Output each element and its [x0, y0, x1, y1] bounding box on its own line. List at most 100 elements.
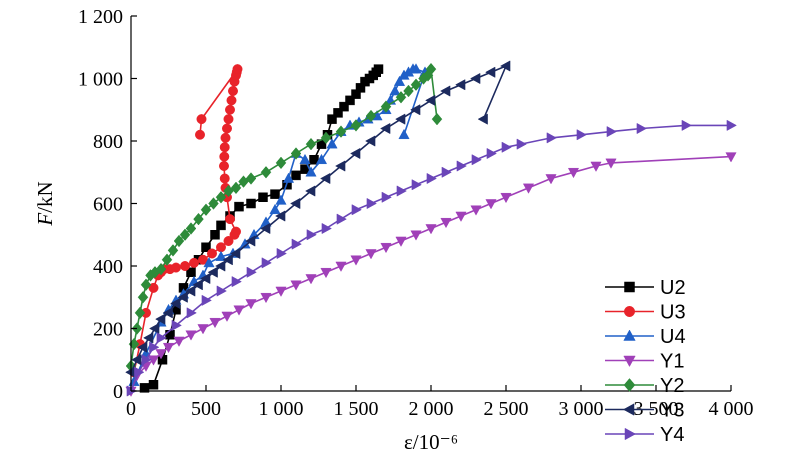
x-tick-label: 2 000: [409, 398, 454, 420]
y-axis-title: F/kN: [33, 181, 57, 226]
data-point-y3: [320, 172, 331, 185]
data-point-y4: [486, 147, 497, 160]
data-point-u3: [189, 257, 199, 268]
data-point-y1: [485, 199, 497, 210]
data-point-y1: [335, 261, 347, 272]
series-u3: [129, 64, 243, 378]
data-point-u2: [186, 267, 196, 277]
y-tick-label: 200: [93, 319, 123, 341]
legend-item-y4: Y4: [605, 424, 684, 446]
data-point-y4: [501, 141, 512, 153]
legend-marker-y2: [623, 378, 636, 392]
data-point-y1: [275, 286, 287, 297]
data-point-y2: [395, 91, 407, 104]
data-point-u3: [222, 123, 232, 134]
data-point-u2: [258, 192, 268, 202]
data-point-y1: [197, 324, 209, 335]
x-tick-label: 2 500: [484, 398, 529, 420]
data-point-y4: [381, 191, 392, 203]
data-point-y2: [410, 78, 422, 91]
data-point-y3: [170, 297, 181, 310]
legend-label-y2: Y2: [660, 375, 684, 397]
data-point-y4: [291, 238, 302, 250]
data-point-y4: [261, 257, 272, 269]
series-y1: [125, 152, 737, 397]
y-tick-label: 1 200: [78, 6, 123, 28]
y-tick-label: 800: [93, 131, 123, 153]
data-point-y4: [456, 160, 467, 172]
data-point-u3: [225, 104, 235, 115]
data-point-y1: [260, 292, 272, 304]
legend-item-y2: Y2: [605, 375, 684, 397]
data-point-u3: [180, 261, 190, 271]
legend-item-u4: U4: [605, 326, 686, 348]
data-point-y2: [161, 253, 173, 266]
data-point-y4: [441, 166, 452, 178]
data-point-u4: [326, 138, 338, 149]
data-point-y1: [155, 349, 167, 360]
y-axis-title-italic: F: [33, 213, 57, 227]
data-point-y3: [455, 79, 466, 91]
data-point-y4: [576, 129, 587, 141]
legend-label-y3: Y3: [660, 400, 684, 422]
x-tick-label: 1 500: [334, 398, 379, 420]
legend-label-y4: Y4: [660, 424, 684, 446]
data-point-y2: [431, 112, 443, 126]
data-point-y1: [162, 342, 175, 354]
data-point-y1: [522, 183, 535, 194]
data-point-u4: [282, 172, 295, 183]
data-point-y2: [403, 84, 414, 98]
data-point-u2: [291, 170, 301, 181]
data-point-y2: [275, 156, 287, 170]
data-point-y1: [365, 249, 377, 260]
data-point-y1: [590, 161, 602, 172]
data-point-y3: [177, 291, 188, 303]
data-point-y2: [155, 262, 167, 276]
data-point-y4: [516, 138, 527, 150]
data-point-y2: [365, 109, 377, 123]
data-point-y1: [545, 174, 557, 185]
data-point-u3: [223, 236, 234, 246]
data-point-y2: [179, 228, 191, 241]
ticks-layer: 0 500 1 000 1 500 2 000 2 500 3 000 3 500 4 000 0…: [78, 6, 754, 420]
data-point-y3: [305, 185, 316, 197]
data-point-u4: [315, 153, 328, 165]
data-point-y4: [276, 247, 287, 260]
data-point-y4: [156, 332, 167, 344]
data-point-y4: [306, 229, 317, 241]
data-point-y2: [208, 197, 219, 210]
data-point-u3: [219, 142, 230, 153]
data-point-y3: [192, 279, 203, 291]
data-point-y4: [681, 119, 692, 131]
data-point-y1: [147, 355, 160, 366]
legend-marker-y1: [623, 355, 636, 368]
data-point-y3: [290, 197, 301, 210]
data-point-y4: [321, 222, 332, 235]
data-point-y3: [245, 235, 256, 247]
data-point-y1: [425, 224, 437, 235]
data-point-y2: [350, 119, 362, 132]
data-point-y2: [193, 212, 204, 226]
data-point-y3: [207, 266, 218, 278]
data-point-y1: [305, 274, 317, 285]
data-point-y1: [567, 167, 580, 179]
data-point-y1: [455, 211, 467, 222]
data-point-u4: [203, 256, 215, 268]
data-point-y1: [350, 255, 362, 266]
data-point-y3: [200, 272, 211, 285]
data-point-u2: [270, 189, 280, 199]
data-point-y1: [605, 158, 617, 169]
y-tick-label: 600: [93, 194, 123, 216]
data-point-u3: [219, 173, 230, 184]
legend-item-y1: Y1: [605, 351, 684, 373]
data-point-y3: [380, 122, 391, 135]
data-point-y4: [426, 172, 437, 185]
data-point-y3: [500, 60, 511, 72]
data-point-u2: [345, 95, 355, 106]
data-point-y4: [246, 266, 257, 278]
legend-marker-y3: [622, 403, 635, 416]
data-point-y3: [410, 104, 421, 116]
series-y2: [125, 62, 443, 373]
data-point-u2: [216, 220, 226, 231]
